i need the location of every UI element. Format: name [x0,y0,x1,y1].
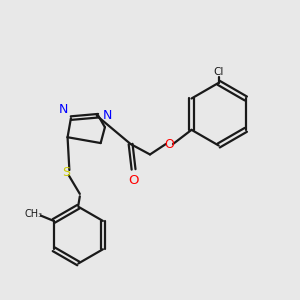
Text: N: N [103,109,112,122]
Text: O: O [164,137,174,151]
Text: O: O [128,174,139,187]
Text: N: N [59,103,68,116]
Text: S: S [62,166,70,179]
Text: CH₃: CH₃ [25,209,43,219]
Text: Cl: Cl [214,68,224,77]
